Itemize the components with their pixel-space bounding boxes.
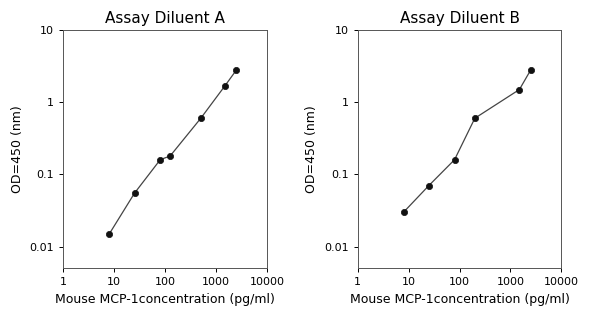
X-axis label: Mouse MCP-1concentration (pg/ml): Mouse MCP-1concentration (pg/ml) <box>349 293 569 306</box>
X-axis label: Mouse MCP-1concentration (pg/ml): Mouse MCP-1concentration (pg/ml) <box>55 293 275 306</box>
Title: Assay Diluent B: Assay Diluent B <box>399 11 520 26</box>
Title: Assay Diluent A: Assay Diluent A <box>105 11 225 26</box>
Y-axis label: OD=450 (nm): OD=450 (nm) <box>306 105 319 193</box>
Y-axis label: OD=450 (nm): OD=450 (nm) <box>11 105 24 193</box>
